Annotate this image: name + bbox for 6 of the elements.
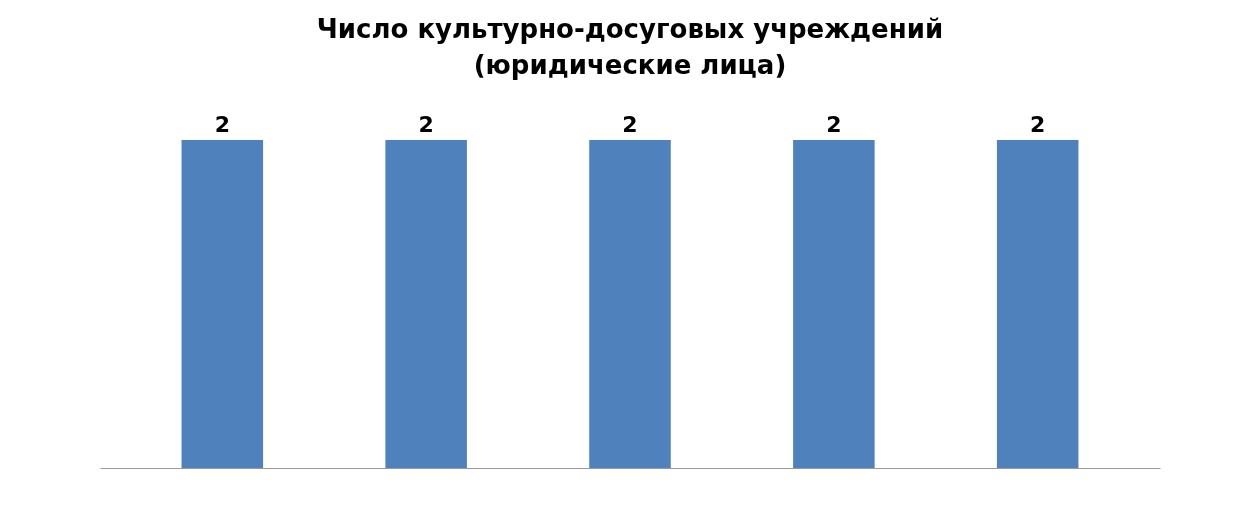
data-label: 2	[1030, 112, 1046, 137]
data-label: 2	[214, 112, 230, 137]
data-label: 2	[826, 112, 842, 137]
chart-title: Число культурно-досуговых учреждений (юридические лица)	[316, 14, 944, 80]
data-label: 2	[418, 112, 434, 137]
data-label: 2	[622, 112, 638, 137]
